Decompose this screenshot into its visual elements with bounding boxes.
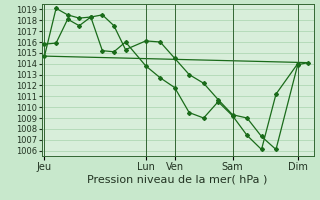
- X-axis label: Pression niveau de la mer( hPa ): Pression niveau de la mer( hPa ): [87, 174, 268, 184]
